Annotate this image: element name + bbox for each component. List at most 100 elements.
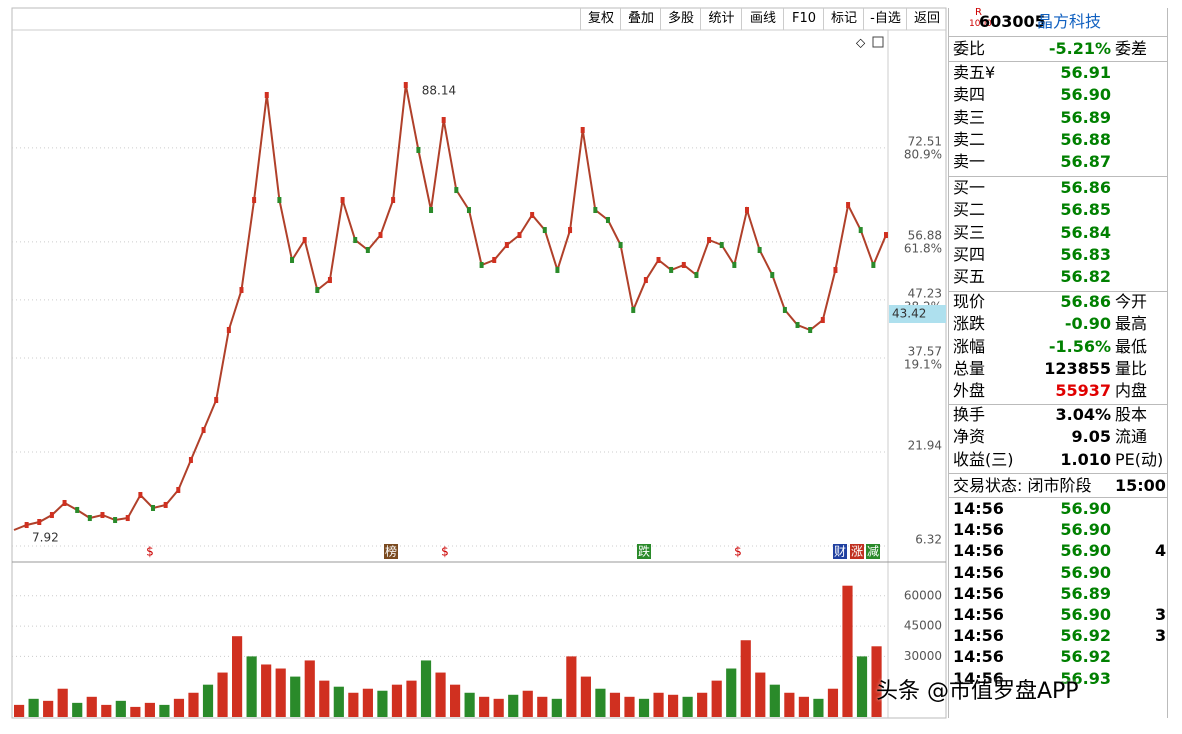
volume-bar <box>551 698 562 717</box>
row-extra: 最低 <box>1115 336 1148 356</box>
trade-volume: 4 <box>1155 541 1167 561</box>
volume-bar <box>72 702 83 717</box>
candle <box>530 211 535 218</box>
row-label: 买三 <box>953 222 986 242</box>
toolbar-button[interactable]: F10 <box>783 8 824 30</box>
icon[interactable] <box>872 36 884 48</box>
candle <box>694 272 699 279</box>
volume-bar <box>827 688 839 717</box>
trade-time: 14:56 <box>953 541 1004 561</box>
volume-bar <box>784 692 795 717</box>
candle <box>631 306 636 313</box>
volume-bar <box>798 696 809 717</box>
row-label: 净资 <box>953 427 986 447</box>
toolbar-button[interactable]: 统计 <box>700 8 742 30</box>
row-label: 卖五¥ <box>953 63 996 82</box>
toolbar-button[interactable]: 返回 <box>906 8 947 30</box>
volume-tick-label: 60000 <box>904 588 942 602</box>
toolbar-button[interactable]: 画线 <box>741 8 784 30</box>
event-marker: 财 <box>834 545 846 559</box>
event-marker: 涨 <box>851 544 863 559</box>
volume-bar <box>769 684 780 717</box>
row-label: 买一 <box>953 178 986 197</box>
candle <box>290 256 295 263</box>
candle <box>858 227 863 234</box>
candle <box>580 127 585 134</box>
candle <box>302 237 307 244</box>
volume-bar <box>653 692 664 717</box>
candle <box>643 277 648 284</box>
quote-panel: R 1000 603005 晶方科技 委比 -5.21% 委差 卖五¥ 56.91 卖四 56.90… <box>948 8 1168 718</box>
volume-bar <box>697 692 708 717</box>
toolbar-button[interactable]: 标记 <box>823 8 864 30</box>
event-marker: 榜 <box>385 544 397 559</box>
candle <box>188 456 193 463</box>
volume-bar <box>726 668 737 717</box>
status-time: 15:00:0 <box>1115 476 1167 495</box>
row-value: 56.83 <box>1060 244 1111 264</box>
row-value: 56.86 <box>1060 292 1111 311</box>
ratio-label: 61.8% <box>904 241 942 255</box>
row-extra: 最高 <box>1115 314 1148 334</box>
event-marker: $ <box>734 545 742 559</box>
row-label: 买四 <box>953 244 986 264</box>
candle <box>744 207 749 214</box>
volume-bar <box>202 684 214 717</box>
volume-bar <box>479 696 490 717</box>
event-marker: 减 <box>867 545 879 559</box>
price-tick-label: 56.88 <box>908 228 942 242</box>
candle <box>138 491 143 498</box>
divider <box>949 176 1167 177</box>
candle <box>732 261 737 268</box>
toolbar-button[interactable]: -自选 <box>863 8 907 30</box>
candle <box>605 216 610 223</box>
candle <box>37 519 42 526</box>
volume-bar <box>130 706 141 717</box>
candle <box>656 256 661 263</box>
row-extra: 今开 <box>1115 292 1148 311</box>
volume-bar <box>871 646 882 717</box>
row-extra: 流通 <box>1115 427 1148 447</box>
candle <box>176 487 181 494</box>
badge: R <box>975 8 982 18</box>
row-value: 56.87 <box>1060 152 1111 172</box>
price-line <box>13 84 887 531</box>
trade-price: 56.93 <box>1060 668 1111 688</box>
candle <box>808 327 813 334</box>
candle <box>517 232 522 239</box>
toolbar-button[interactable]: 多股 <box>660 8 701 30</box>
candle <box>226 327 231 334</box>
volume-bar <box>856 656 868 717</box>
status-label: 交易状态: 闭市阶段 <box>953 476 1092 495</box>
candle <box>100 512 105 519</box>
divider <box>949 473 1167 474</box>
row-extra: 股本 <box>1115 405 1148 424</box>
row-value: 56.91 <box>1060 63 1111 82</box>
candle <box>593 207 598 214</box>
candle <box>454 187 459 194</box>
volume-bar <box>493 698 504 717</box>
candle <box>504 242 509 249</box>
row-value: -0.90 <box>1064 314 1111 334</box>
toolbar-button[interactable]: 复权 <box>580 8 621 30</box>
volume-bar <box>580 676 591 717</box>
trade-price: 56.90 <box>1060 520 1111 540</box>
row-label: 外盘 <box>953 381 986 401</box>
ratio-label: 80.9% <box>904 147 942 161</box>
candle <box>327 277 332 284</box>
candle <box>542 227 547 234</box>
toolbar-button[interactable]: 叠加 <box>620 8 661 30</box>
row-value: 56.86 <box>1060 178 1111 197</box>
icon[interactable]: ◇ <box>856 36 866 50</box>
volume-bar <box>188 692 199 717</box>
row-label: 卖三 <box>953 107 986 127</box>
watermark: 头条 @市值罗盘APP <box>876 679 1079 704</box>
volume-bar <box>28 698 39 717</box>
trade-price: 56.92 <box>1060 626 1111 646</box>
volume-bar <box>217 672 228 717</box>
row-value: -5.21% <box>1048 39 1111 58</box>
row-label: 卖二 <box>953 129 986 149</box>
volume-bar <box>391 684 403 717</box>
candle <box>479 261 484 268</box>
